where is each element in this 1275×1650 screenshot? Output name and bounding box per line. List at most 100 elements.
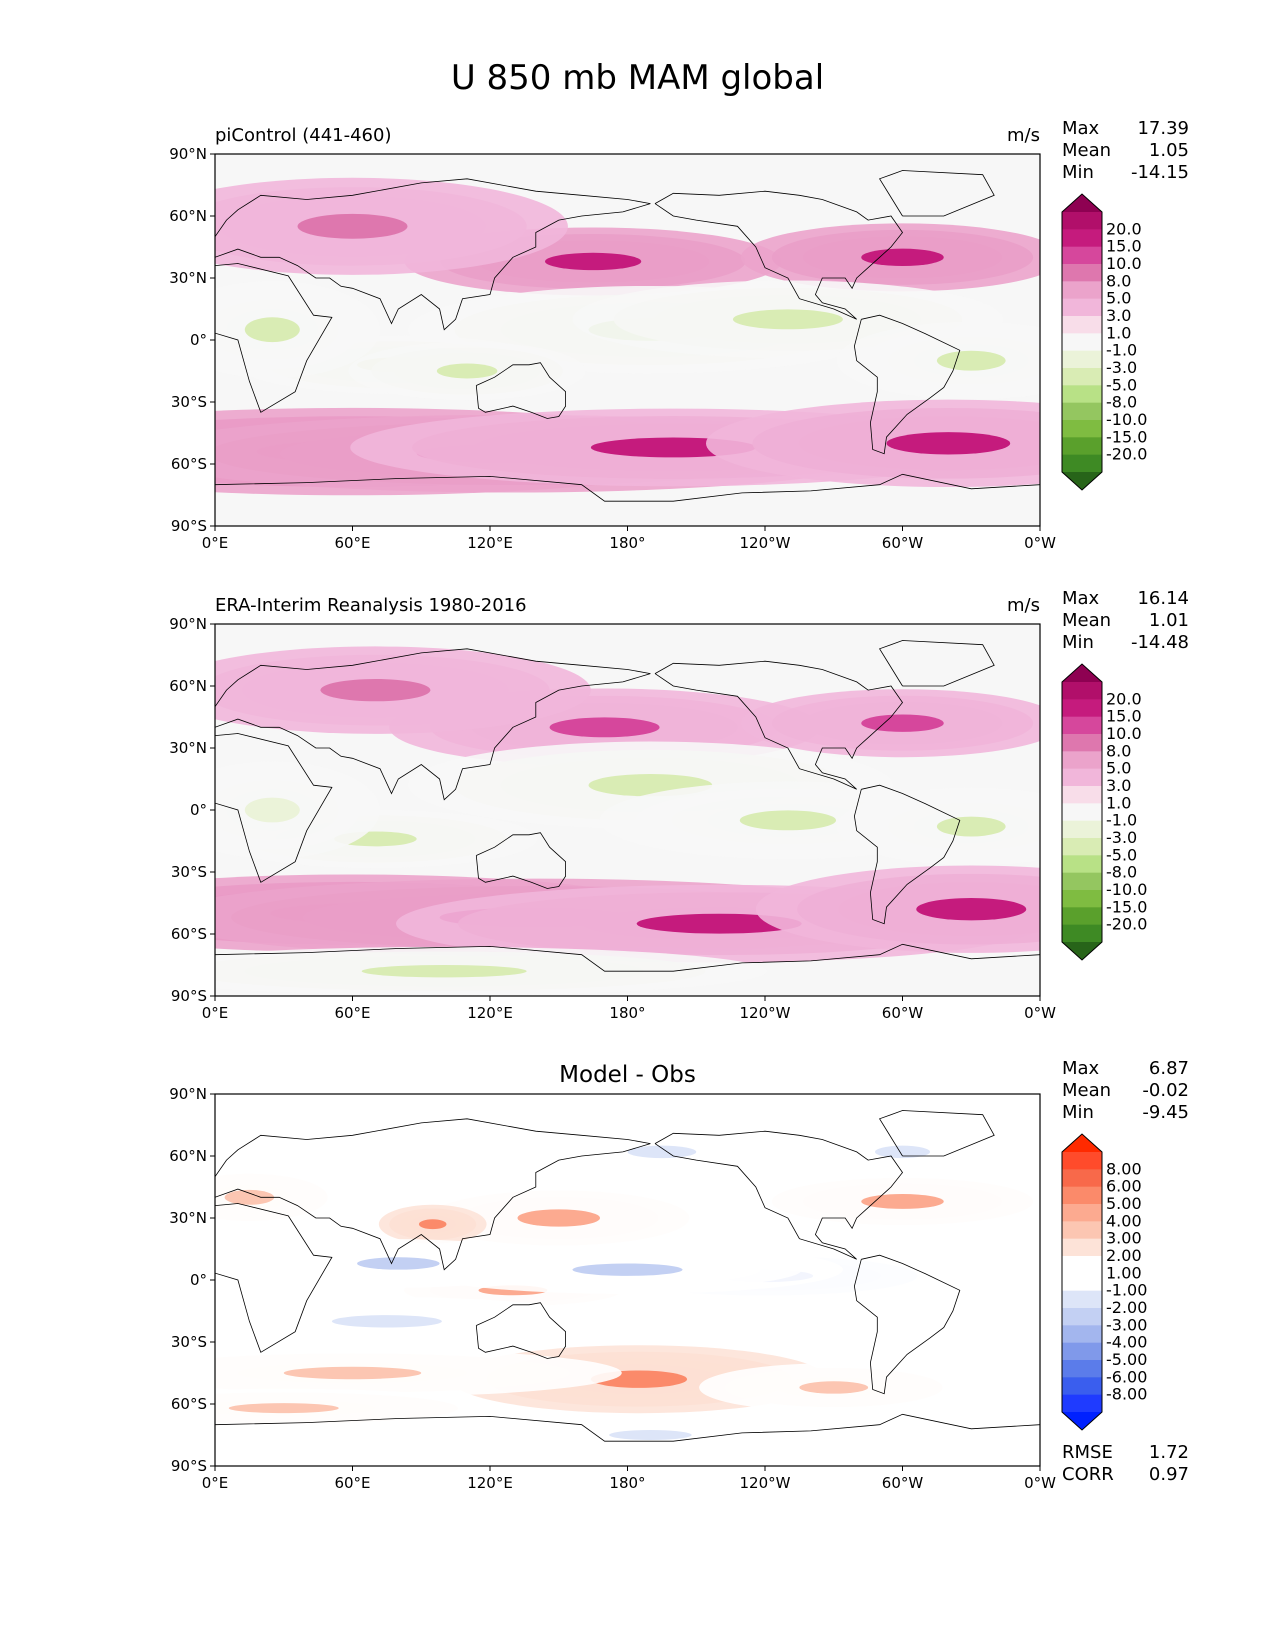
x-tick-label: 60°E bbox=[334, 1474, 370, 1492]
x-tick-label: 120°E bbox=[467, 534, 513, 552]
coastline bbox=[654, 660, 903, 790]
panel-title: ERA-Interim Reanalysis 1980-2016 bbox=[215, 595, 527, 616]
coastline bbox=[215, 178, 651, 331]
y-tick-label: 90°S bbox=[171, 1457, 207, 1475]
contour-core bbox=[739, 810, 837, 831]
colorbar-tick-label: -5.00 bbox=[1106, 1350, 1147, 1369]
coastline bbox=[215, 648, 651, 801]
colorbar-tick-label: 5.00 bbox=[1106, 1194, 1142, 1213]
colorbar-tick-label: 8.0 bbox=[1106, 271, 1131, 290]
colorbar-bin bbox=[1062, 1325, 1102, 1344]
contour-core bbox=[224, 1189, 275, 1205]
contour-region bbox=[755, 865, 1040, 953]
colorbar-extend-bottom bbox=[1062, 472, 1102, 490]
footer-stat-value: 1.72 bbox=[1149, 1442, 1189, 1463]
contour-core bbox=[357, 1257, 440, 1270]
x-tick-label: 180° bbox=[609, 534, 645, 552]
colorbar-tick-label: -3.00 bbox=[1106, 1315, 1147, 1334]
x-tick-label: 60°E bbox=[334, 534, 370, 552]
colorbar-bin bbox=[1062, 838, 1102, 856]
colorbar-bin bbox=[1062, 246, 1102, 265]
coastline bbox=[475, 1302, 566, 1359]
x-tick-label: 0°W bbox=[1024, 1474, 1056, 1492]
contour-core bbox=[545, 252, 642, 271]
colorbar-tick-label: -4.00 bbox=[1106, 1333, 1147, 1352]
colorbar-tick-label: -5.0 bbox=[1106, 845, 1137, 864]
x-tick-label: 120°E bbox=[467, 1004, 513, 1022]
contour-core bbox=[861, 1194, 944, 1209]
contour-core bbox=[936, 816, 1006, 837]
coastline bbox=[879, 1110, 995, 1157]
colorbar: 20.015.010.08.05.03.01.0-1.0-3.0-5.0-8.0… bbox=[1061, 663, 1147, 961]
stat-label: Min bbox=[1062, 1102, 1094, 1123]
coastline bbox=[853, 314, 961, 455]
stat-label: Mean bbox=[1062, 140, 1111, 161]
colorbar-tick-label: -1.00 bbox=[1106, 1281, 1147, 1300]
colorbar-tick-label: 4.00 bbox=[1106, 1211, 1142, 1230]
coastlines bbox=[215, 640, 1040, 972]
stat-label: Min bbox=[1062, 632, 1094, 653]
x-tick-label: 120°W bbox=[740, 534, 791, 552]
colorbar-bin bbox=[1062, 1169, 1102, 1188]
contour-core bbox=[517, 1209, 600, 1227]
colorbar-extend-top bbox=[1062, 664, 1102, 682]
colorbar: 20.015.010.08.05.03.01.0-1.0-3.0-5.0-8.0… bbox=[1061, 193, 1147, 491]
contour-core bbox=[320, 678, 431, 702]
colorbar-tick-label: 15.0 bbox=[1106, 237, 1142, 256]
colorbar-tick-label: 8.00 bbox=[1106, 1159, 1142, 1178]
y-tick-label: 60°N bbox=[169, 1147, 207, 1165]
colorbar-tick-label: -15.0 bbox=[1106, 897, 1147, 916]
colorbar-tick-label: 1.0 bbox=[1106, 323, 1131, 342]
x-tick-label: 0°E bbox=[202, 1474, 229, 1492]
contour-core bbox=[361, 965, 527, 978]
stat-label: Mean bbox=[1062, 1080, 1111, 1101]
colorbar-tick-label: -2.00 bbox=[1106, 1298, 1147, 1317]
contour-core bbox=[861, 248, 944, 267]
x-tick-label: 60°W bbox=[882, 1474, 924, 1492]
x-tick-label: 60°W bbox=[882, 534, 924, 552]
colorbar-tick-label: -8.0 bbox=[1106, 393, 1137, 412]
colorbar-tick-label: 10.0 bbox=[1106, 254, 1142, 273]
y-tick-label: 90°S bbox=[171, 987, 207, 1005]
y-tick-label: 90°N bbox=[169, 615, 207, 633]
contour-region bbox=[706, 399, 1040, 488]
stat-label: Max bbox=[1062, 588, 1100, 609]
y-tick-label: 60°S bbox=[171, 1395, 207, 1413]
x-tick-label: 60°E bbox=[334, 1004, 370, 1022]
coastline bbox=[475, 362, 566, 419]
x-tick-label: 120°W bbox=[740, 1004, 791, 1022]
colorbar-frame bbox=[1061, 1133, 1103, 1431]
stat-label: Max bbox=[1062, 1058, 1100, 1079]
colorbar-tick-label: -20.0 bbox=[1106, 915, 1147, 934]
colorbar-bin bbox=[1062, 316, 1102, 334]
coastline bbox=[215, 1203, 333, 1353]
map-panel-2: 0°E 60°E 120°E 180° 120°W 60°W 0°W 90°N 60°N 30°N… bbox=[169, 588, 1189, 1022]
stat-value: -0.02 bbox=[1142, 1080, 1189, 1101]
colorbar-bin bbox=[1062, 907, 1102, 926]
stat-label: Mean bbox=[1062, 610, 1111, 631]
map-panel-3: 0°E 60°E 120°E 180° 120°W 60°W 0°W 90°N 60°N 30°N… bbox=[169, 1058, 1189, 1492]
colorbar-tick-label: -10.0 bbox=[1106, 410, 1147, 429]
stat-value: -9.45 bbox=[1142, 1102, 1189, 1123]
colorbar-bin bbox=[1062, 1394, 1102, 1413]
colorbar-bin bbox=[1062, 281, 1102, 300]
coastlines bbox=[215, 170, 1040, 502]
colorbar-tick-label: -1.0 bbox=[1106, 811, 1137, 830]
x-tick-label: 0°E bbox=[202, 1004, 229, 1022]
colorbar-tick-label: 20.0 bbox=[1106, 689, 1142, 708]
page-title: U 850 mb MAM global bbox=[450, 58, 825, 98]
colorbar-bin bbox=[1062, 212, 1102, 230]
coastlines bbox=[215, 1110, 1040, 1442]
colorbar-bin bbox=[1062, 1273, 1102, 1292]
y-tick-label: 30°S bbox=[171, 1333, 207, 1351]
y-tick-label: 60°S bbox=[171, 925, 207, 943]
coastline bbox=[879, 640, 995, 687]
colorbar-tick-label: -5.0 bbox=[1106, 375, 1137, 394]
colorbar-tick-label: 20.0 bbox=[1106, 219, 1142, 238]
panel-title: piControl (441-460) bbox=[215, 125, 391, 146]
stat-label: Min bbox=[1062, 162, 1094, 183]
colorbar-bin bbox=[1062, 924, 1102, 943]
contour-core bbox=[418, 1219, 447, 1230]
footer-stat-label: RMSE bbox=[1062, 1442, 1113, 1463]
